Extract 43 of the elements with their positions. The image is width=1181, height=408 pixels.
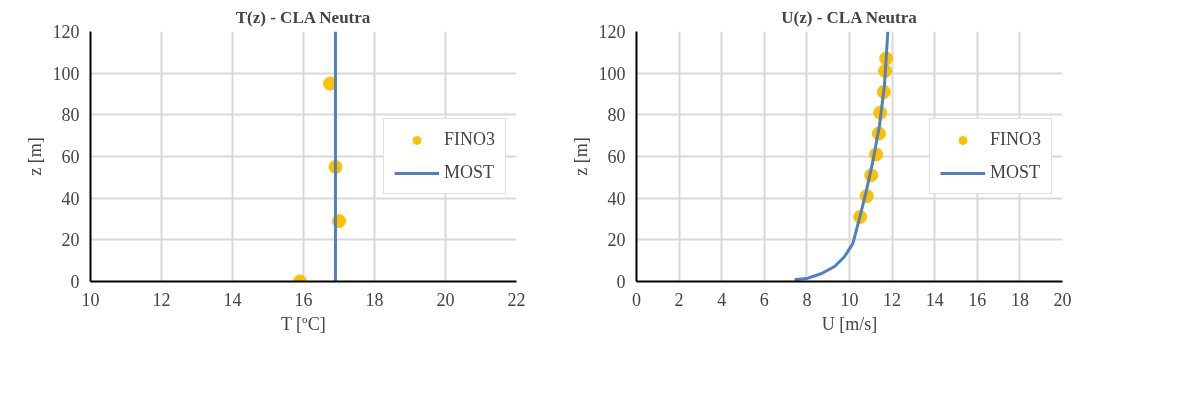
x-tick-label: 12 <box>883 289 902 310</box>
y-tick-label: 40 <box>61 188 80 209</box>
legend-label: FINO3 <box>443 129 495 150</box>
y-tick-label: 120 <box>52 22 80 42</box>
x-axis-title: T [ºC] <box>280 313 326 334</box>
y-tick-label: 100 <box>598 63 626 84</box>
y-tick-label: 0 <box>70 272 80 292</box>
x-tick-label: 14 <box>223 289 242 310</box>
legend-label: MOST <box>989 162 1040 183</box>
line-series <box>793 31 890 282</box>
chart-title: U(z) - CLA Neutra <box>781 7 918 27</box>
x-tick-label: 18 <box>365 289 384 310</box>
y-tick-label: 0 <box>616 272 626 292</box>
x-tick-label: 20 <box>436 289 455 310</box>
x-tick-label: 0 <box>632 289 641 310</box>
x-tick-label: 16 <box>294 289 313 310</box>
x-tick-label: 22 <box>507 289 526 310</box>
x-tick-label: 14 <box>925 289 944 310</box>
y-tick-label: 100 <box>52 63 80 84</box>
x-tick-label: 6 <box>759 289 769 310</box>
x-tick-label: 4 <box>717 289 727 310</box>
y-tick-label: 80 <box>607 105 626 126</box>
y-tick-label: 60 <box>61 147 80 167</box>
legend-label: FINO3 <box>989 129 1041 150</box>
x-tick-label: 10 <box>840 289 859 310</box>
x-tick-label: 10 <box>81 289 100 310</box>
y-axis-title: z [m] <box>570 137 591 176</box>
y-axis-title: z [m] <box>24 137 45 176</box>
x-axis-title: U [m/s] <box>821 313 878 334</box>
y-tick-label: 20 <box>61 230 80 251</box>
legend-label: MOST <box>443 162 494 183</box>
x-tick-label: 12 <box>152 289 171 310</box>
y-tick-label: 20 <box>607 230 626 251</box>
x-tick-label: 2 <box>674 289 684 310</box>
y-tick-label: 40 <box>607 188 626 209</box>
y-tick-label: 120 <box>598 22 626 42</box>
chart-title: T(z) - CLA Neutra <box>235 7 371 27</box>
x-tick-label: 18 <box>1010 289 1029 310</box>
x-tick-label: 8 <box>802 289 812 310</box>
y-tick-label: 60 <box>607 147 626 167</box>
y-tick-label: 80 <box>61 105 80 126</box>
x-tick-label: 16 <box>968 289 987 310</box>
x-tick-label: 20 <box>1053 289 1072 310</box>
